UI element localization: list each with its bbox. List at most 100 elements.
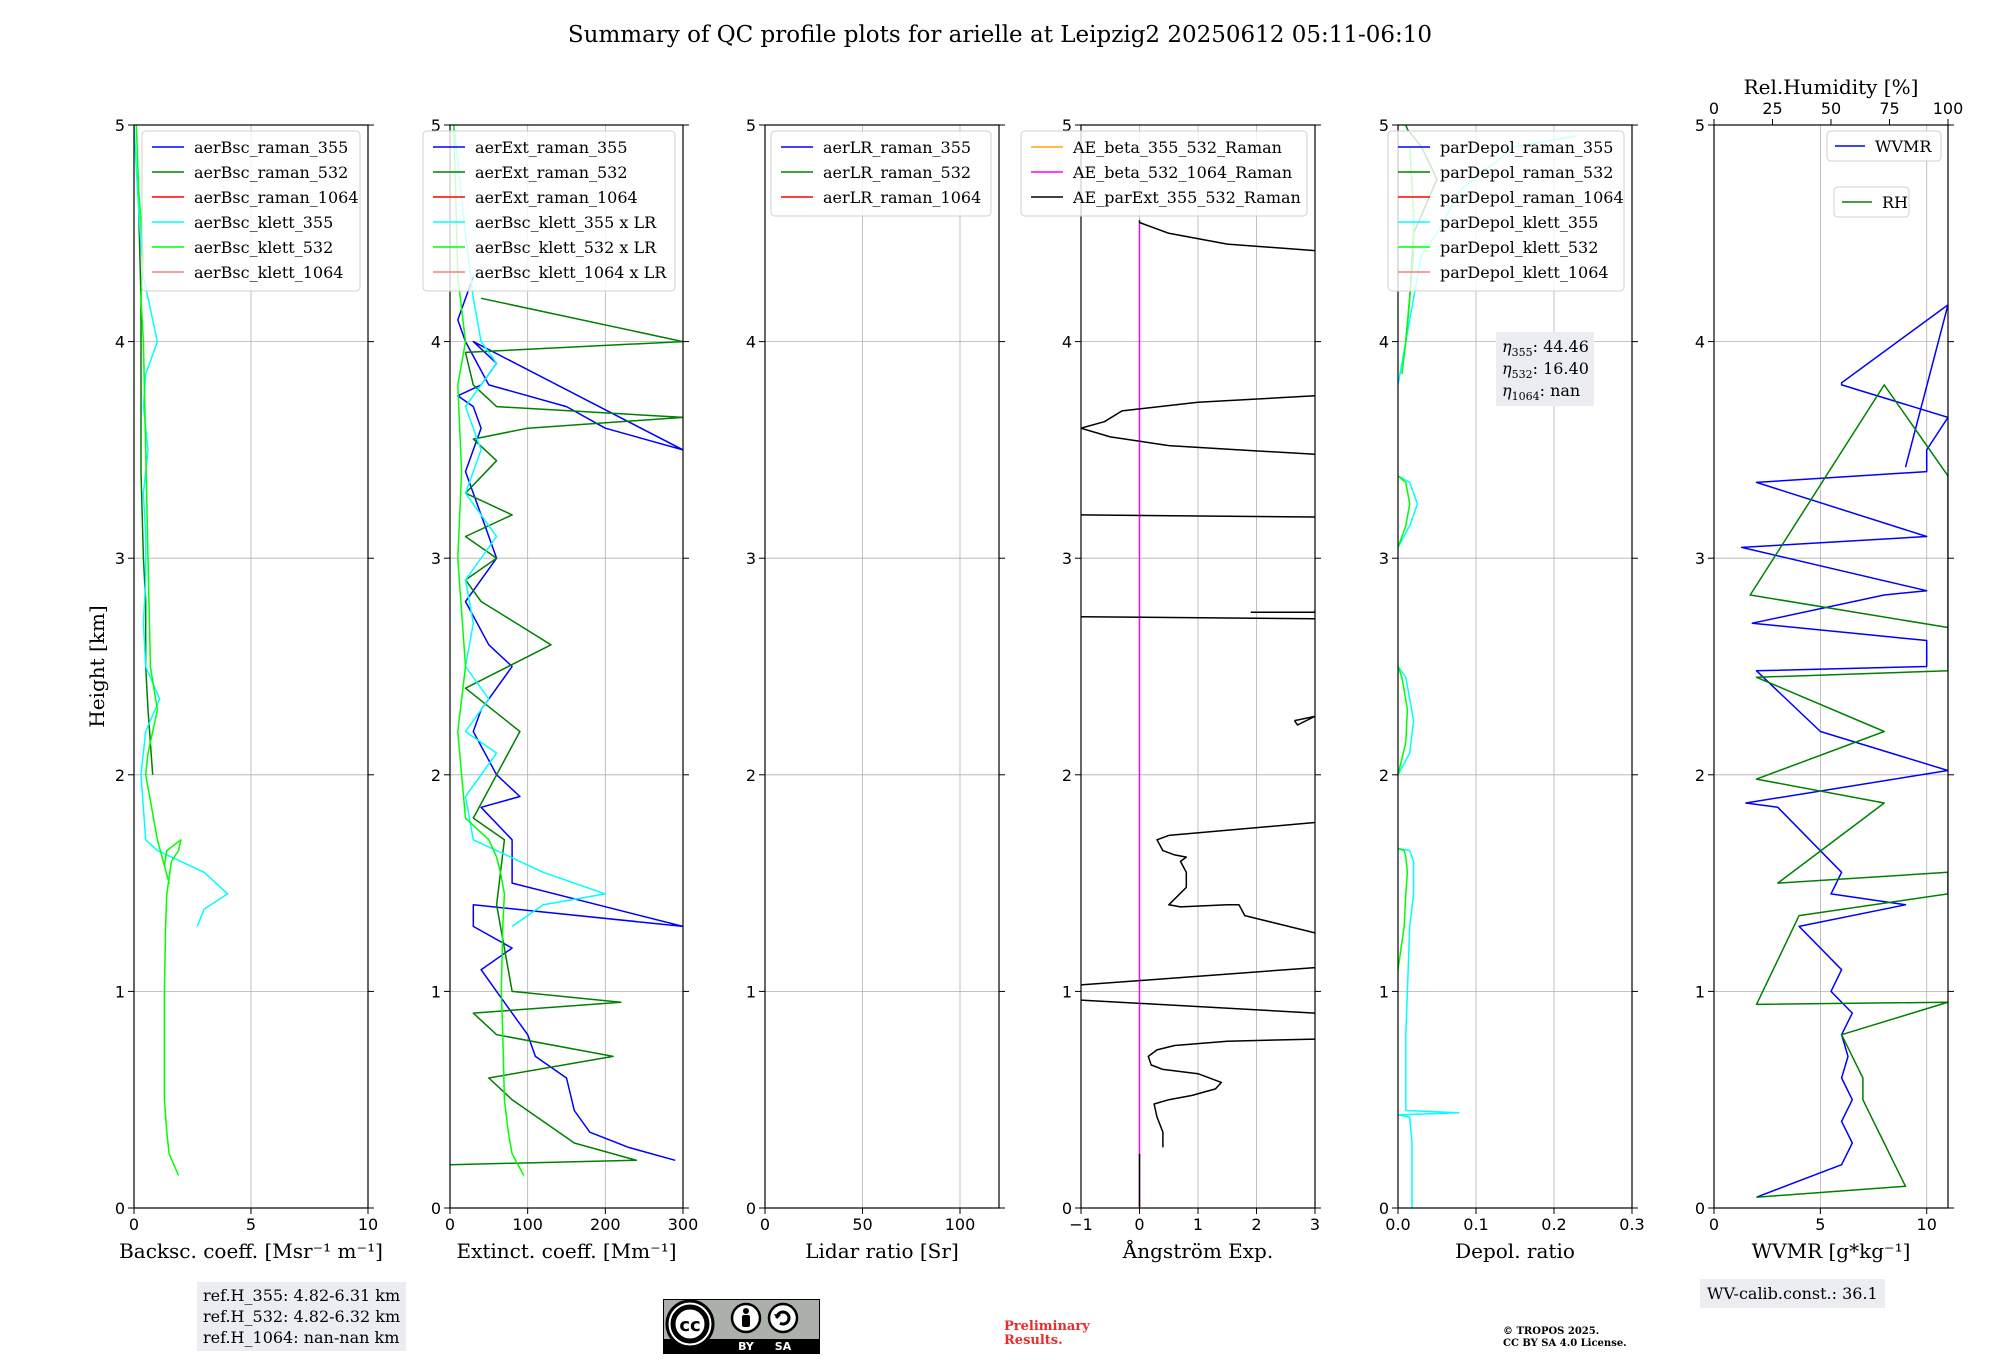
y-tick-label: 0 [1695,1199,1705,1218]
copyright-note: © TROPOS 2025. CC BY SA 4.0 License. [1503,1326,1627,1350]
x-tick-label: −1 [1069,1215,1093,1234]
y-tick-label: 2 [1695,766,1705,785]
axes-frame [449,124,684,1209]
x-axis-label: Backsc. coeff. [Msr⁻¹ m⁻¹] [119,1239,383,1263]
x-axis-label: Ångström Exp. [1122,1238,1273,1263]
legend-label: parDepol_raman_355 [1440,138,1613,157]
legend-frame [770,130,992,217]
y-tick-label: 4 [431,333,441,352]
eta-355-value: η355: 44.46 [1502,337,1589,359]
x-tick-label: 0.0 [1385,1215,1410,1234]
legend-label: parDepol_klett_355 [1440,213,1598,232]
top-tick-label: 50 [1821,99,1841,118]
legend-label: aerExt_raman_1064 [475,188,638,207]
x-tick-label: 0.3 [1619,1215,1644,1234]
y-tick-label: 1 [1062,982,1072,1001]
cc-sa-label: SA [775,1340,792,1353]
series-group [1081,220,1315,1208]
series-group [134,125,229,1176]
panel-extinction: 0 100 200 300 0 1 2 3 4 5 Extinct. coeff. [Mm⁻¹] ae… [422,116,698,1263]
eta-box [1496,332,1594,406]
y-tick-label: 3 [746,549,756,568]
legend-label: aerBsc_klett_532 [194,238,333,257]
x-tick-label: 5 [1815,1215,1825,1234]
series-group [450,125,683,1176]
legend-label: aerExt_raman_355 [475,138,628,157]
y-tick-label: 3 [1062,549,1072,568]
series-line-AE-parExt-355-532-Raman [1081,395,1315,455]
x-tick-label: 2 [1251,1215,1261,1234]
legend-label: parDepol_klett_1064 [1440,263,1609,282]
series-line-aerBsc-klett-532 [135,125,182,1176]
x-tick-label: 0.1 [1463,1215,1488,1234]
series-line-aerExt-raman-355 [457,276,683,1162]
legend-label: RH [1882,193,1908,212]
legend-label: aerExt_raman_532 [475,163,628,182]
legend: aerExt_raman_355 aerExt_raman_532 aerExt_r… [422,130,676,292]
copyright-line-1: © TROPOS 2025. [1503,1326,1600,1337]
x-tick-label: 10 [358,1215,378,1234]
cc-by-sa-license-icon: cc BY SA [663,1299,820,1354]
y-tick-label: 3 [115,549,125,568]
y-tick-label: 4 [746,333,756,352]
legend-label: aerLR_raman_1064 [823,188,981,207]
legend-frame [422,130,676,292]
y-tick-label: 5 [746,116,756,135]
y-tick-label: 3 [431,549,441,568]
series-line-parDepol-klett-532 [1398,475,1411,548]
y-tick-label: 2 [1379,766,1389,785]
y-tick-label: 1 [431,982,441,1001]
legend: aerLR_raman_355 aerLR_raman_532 aerLR_rama… [770,130,992,217]
series-line-AE-parExt-355-532-Raman [1293,715,1315,726]
svg-text:cc: cc [679,1315,700,1336]
legend-label: aerBsc_klett_355 [194,213,333,232]
ref-height-1064: ref.H_1064: nan-nan km [203,1328,400,1347]
y-tick-label: 0 [431,1199,441,1218]
series-line-parDepol-klett-355 [1398,847,1415,1111]
eta-1064-value: η1064: nan [1502,381,1580,403]
legend-label: AE_beta_355_532_Raman [1072,138,1282,157]
y-tick-label: 3 [1695,549,1705,568]
top-axis-label: Rel.Humidity [%] [1744,75,1919,99]
legend-frame [1826,130,1942,162]
x-tick-label: 100 [512,1215,543,1234]
legend-label: aerBsc_klett_532 x LR [475,238,657,257]
y-tick-label: 1 [115,982,125,1001]
legend-label: parDepol_raman_532 [1440,163,1613,182]
legend: WVMR RH [1826,130,1942,218]
y-axis-label: Height [km] [85,605,109,727]
legend-label: aerBsc_klett_1064 [194,263,343,282]
reference-height-box: ref.H_355: 4.82-6.31 km ref.H_532: 4.82-… [197,1282,407,1351]
top-tick-label: 25 [1762,99,1782,118]
y-tick-label: 2 [1062,766,1072,785]
series-line-parDepol-klett-532 [1398,666,1409,775]
legend-label: WVMR [1875,137,1932,156]
x-tick-label: 50 [852,1215,872,1234]
preliminary-line-2: Results. [1004,1333,1063,1348]
legend: parDepol_raman_355 parDepol_raman_532 parD… [1387,130,1625,292]
series-group [1740,304,1948,1198]
x-tick-label: 0 [1709,1215,1719,1234]
legend-label: AE_parExt_355_532_Raman [1072,188,1301,207]
x-axis-label: Extinct. coeff. [Mm⁻¹] [456,1239,676,1263]
series-line-AE-parExt-355-532-Raman [1081,514,1315,518]
legend-frame [1387,130,1625,292]
y-tick-label: 2 [431,766,441,785]
legend-label: aerBsc_raman_532 [194,163,348,182]
series-line-parDepol-klett-532 [1398,847,1409,970]
wv-calibration-box: WV-calib.const.: 36.1 [1700,1279,1885,1308]
ref-height-355: ref.H_355: 4.82-6.31 km [203,1286,401,1305]
legend-label: AE_beta_532_1064_Raman [1072,163,1292,182]
series-line-AE-parExt-355-532-Raman [1081,966,1315,986]
y-tick-label: 5 [1062,116,1072,135]
panel-lidar-ratio: 0 50 100 0 1 2 3 4 5 Lidar ratio [Sr] aerLR_raman_… [746,116,1005,1263]
ref-height-532: ref.H_532: 4.82-6.32 km [203,1307,401,1326]
legend-label: aerLR_raman_532 [823,163,971,182]
x-tick-label: 0 [445,1215,455,1234]
x-tick-label: 3 [1310,1215,1320,1234]
legend: aerBsc_raman_355 aerBsc_raman_532 aerBsc_r… [141,130,361,292]
eta-532-value: η532: 16.40 [1502,359,1589,381]
legend-frame [1020,130,1308,217]
y-tick-label: 1 [746,982,756,1001]
